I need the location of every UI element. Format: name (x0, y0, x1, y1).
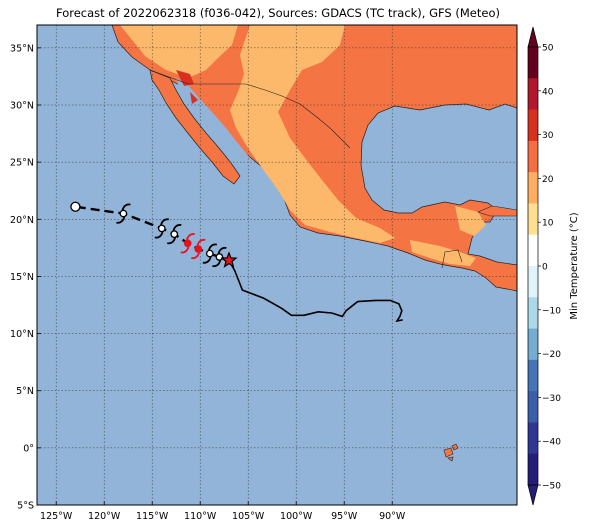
x-tick-label: 100°W (280, 511, 313, 522)
y-tick-label: 35°N (10, 43, 34, 54)
colorbar-tick-label: 40 (542, 87, 554, 97)
tropical-storm-symbol-icon (212, 246, 227, 268)
colorbar-label: Min Temperature (°C) (569, 212, 580, 319)
colorbar-segment (528, 422, 538, 455)
hurricane-symbol-icon (191, 238, 206, 260)
colorbar-segment (528, 109, 538, 142)
map-frame (36, 24, 518, 506)
x-tick-label: 105°W (232, 511, 265, 522)
colorbar-segment (528, 78, 538, 111)
hurricane-symbol-icon (180, 233, 195, 254)
current-position-star-icon (220, 251, 238, 268)
colorbar-tick-label: −50 (542, 482, 561, 492)
tropical-storm-symbol-icon (167, 224, 182, 245)
y-tick-label: 5°S (17, 501, 34, 512)
forecast-point-circle-icon (70, 201, 81, 212)
land-cooler-highlands-2 (120, 25, 238, 78)
colorbar-tick-label: −20 (542, 350, 561, 360)
colorbar-bottom-arrow-icon (527, 484, 539, 506)
colorbar-segment (528, 297, 538, 330)
x-tick-label: 115°W (136, 511, 169, 522)
tropical-storm-symbol-icon (202, 243, 218, 264)
land-hottest-spot (176, 70, 194, 86)
colorbar-segment (528, 172, 538, 204)
colorbar-segment (528, 47, 538, 79)
graticule (37, 25, 517, 505)
border-mexico-guatemala (441, 249, 463, 269)
map-title: Forecast of 2022062318 (f036-042), Sourc… (56, 6, 500, 20)
x-tick-label: 90°W (379, 511, 406, 522)
land-cooler-southern (410, 240, 476, 266)
colorbar-tick-label: −40 (542, 438, 561, 448)
y-tick-label: 20°N (10, 215, 34, 226)
map-area (37, 25, 517, 505)
y-tick-label: 25°N (10, 158, 34, 169)
y-tick-label: 10°N (10, 329, 34, 340)
border-us-mexico (149, 69, 351, 149)
colorbar-tick-label: 0 (542, 263, 548, 273)
colorbar-top-arrow-icon (527, 26, 539, 48)
colorbar-tick-label: 30 (542, 131, 554, 141)
colorbar-tick-label: 10 (542, 219, 554, 229)
colorbar-segment (528, 140, 538, 173)
x-tick-label: 95°W (331, 511, 358, 522)
colorbar-segment (528, 391, 538, 423)
y-tick-label: 5°N (16, 386, 34, 397)
y-tick-label: 30°N (10, 101, 34, 112)
land-baja-california (149, 69, 241, 185)
land-hottest-spot-2 (190, 92, 198, 104)
x-tick-label: 110°W (184, 511, 217, 522)
y-tick-label: 15°N (10, 272, 34, 283)
x-axis: 125°W 120°W 115°W 110°W 105°W 100°W 95°W 90°W (40, 501, 406, 522)
colorbar-tick-label: 50 (542, 44, 554, 54)
colorbar-segment (528, 328, 538, 361)
colorbar: 50 40 30 20 10 0 −10 −20 −30 −40 −50 (527, 26, 561, 506)
colorbar-segment (528, 453, 538, 486)
land-cooler-yucatan (455, 206, 486, 236)
x-tick-label: 120°W (88, 511, 121, 522)
land-cuba (477, 205, 517, 217)
colorbar-segment (528, 266, 538, 298)
tropical-storm-symbol-icon (154, 218, 170, 239)
y-tick-label: 0° (23, 443, 34, 454)
colorbar-tick-label: −30 (542, 394, 561, 404)
track-markers (70, 201, 227, 268)
tropical-storm-symbol-icon (116, 203, 131, 224)
colorbar-segment (528, 203, 538, 236)
colorbar-tick-label: 20 (542, 175, 554, 185)
colorbar-segment (528, 234, 538, 267)
land-cooler-highlands (230, 25, 395, 243)
y-axis: 35°N 30°N 25°N 20°N 15°N 10°N 5°N 0° 5°S (10, 43, 41, 512)
colorbar-segment (528, 359, 538, 392)
x-tick-label: 125°W (40, 511, 73, 522)
colorbar-tick-label: −10 (542, 306, 561, 316)
past-track-line (228, 260, 403, 323)
